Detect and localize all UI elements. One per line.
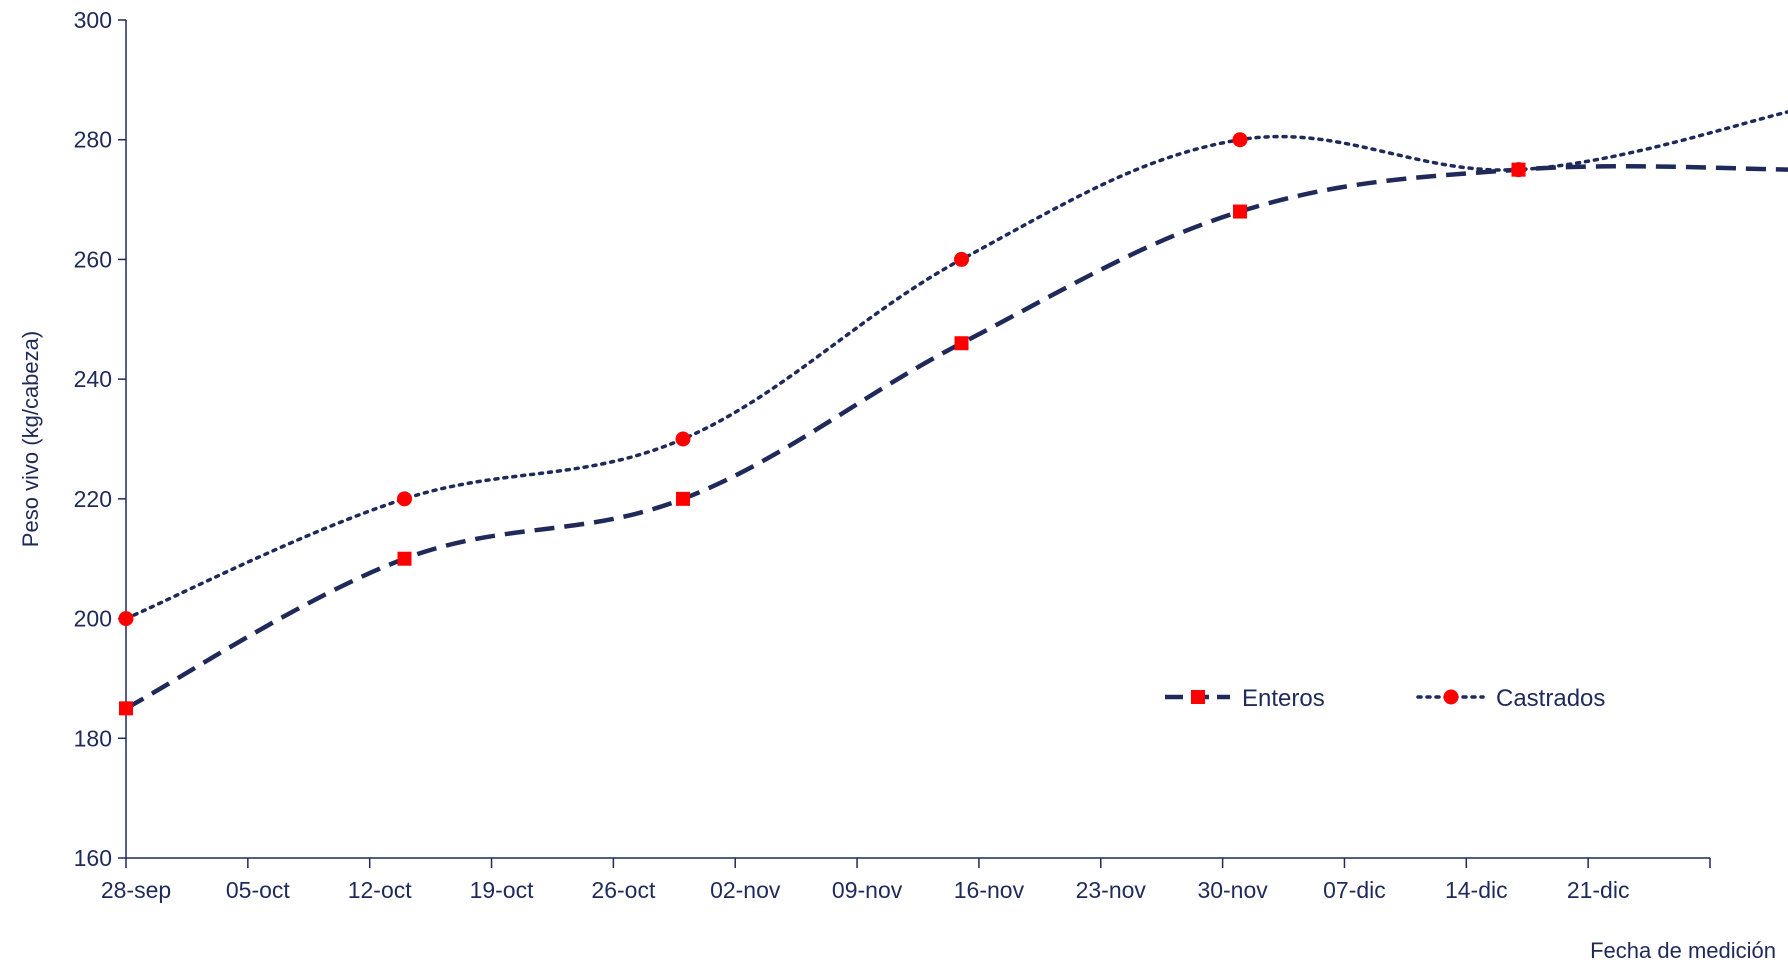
x-tick-label: 26-oct [591, 877, 656, 903]
x-tick-label: 23-nov [1076, 877, 1147, 903]
series-line-castrados [124, 110, 1788, 621]
data-point-enteros [397, 551, 412, 566]
x-ticks: 28-sep 05-oct 12-oct 19-oct 26-oct 02-nov 09-n… [101, 858, 1711, 903]
legend-label-castrados: Castrados [1496, 685, 1605, 712]
y-tick-label: 220 [74, 486, 112, 512]
series-line-enteros [124, 164, 1788, 711]
data-point-castrados [118, 611, 134, 627]
data-point-castrados [1232, 132, 1248, 148]
y-tick-label: 300 [74, 7, 112, 33]
y-tick-label: 200 [74, 606, 112, 632]
x-tick-label: 21-dic [1567, 877, 1630, 903]
data-point-castrados [1511, 162, 1527, 178]
x-tick-label: 05-oct [226, 877, 291, 903]
y-tick-label: 240 [74, 366, 112, 392]
data-point-enteros [954, 336, 969, 351]
legend-marker-castrados [1443, 689, 1459, 705]
series-layer [118, 110, 1788, 716]
legend: Enteros Castrados [1165, 685, 1605, 712]
legend-label-enteros: Enteros [1242, 685, 1325, 712]
x-tick-label: 09-nov [832, 877, 903, 903]
data-point-enteros [676, 491, 691, 506]
y-tick-label: 260 [74, 246, 112, 272]
x-tick-label: 07-dic [1323, 877, 1386, 903]
data-point-castrados [397, 491, 413, 507]
x-tick-label: 28-sep [101, 877, 171, 903]
x-tick-label: 16-nov [954, 877, 1025, 903]
data-point-enteros [1233, 204, 1248, 219]
y-tick-label: 180 [74, 725, 112, 751]
x-axis-title: Fecha de medición [1590, 938, 1776, 963]
x-tick-label: 30-nov [1197, 877, 1268, 903]
x-tick-label: 19-oct [470, 877, 535, 903]
legend-item-castrados: Castrados [1416, 685, 1605, 712]
y-tick-label: 280 [74, 127, 112, 153]
y-tick-label: 160 [74, 845, 112, 871]
y-ticks: 160 180 200 220 240 260 280 300 [74, 7, 126, 871]
data-point-castrados [954, 251, 970, 267]
x-tick-label: 14-dic [1445, 877, 1508, 903]
x-tick-label: 02-nov [710, 877, 781, 903]
data-point-enteros [119, 701, 133, 716]
legend-marker-enteros [1191, 690, 1205, 704]
legend-item-enteros: Enteros [1165, 685, 1325, 712]
x-tick-label: 12-oct [348, 877, 413, 903]
axes [125, 20, 1710, 859]
y-axis-title: Peso vivo (kg/cabeza) [18, 331, 43, 547]
data-point-castrados [675, 431, 691, 447]
